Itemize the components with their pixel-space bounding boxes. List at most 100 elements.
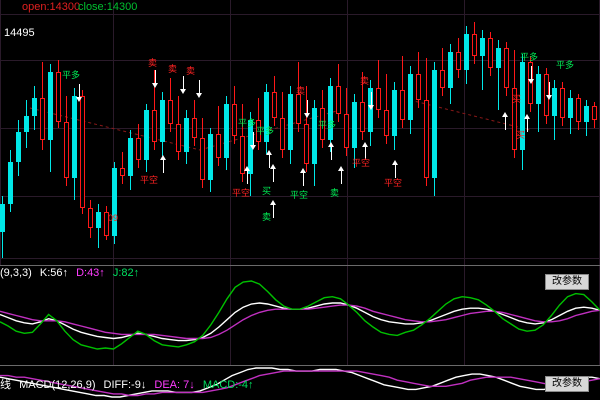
candle-body bbox=[423, 100, 429, 178]
candle-body bbox=[567, 98, 573, 118]
candle-body bbox=[39, 98, 45, 140]
signal-arrow-dn bbox=[546, 82, 553, 100]
candlestick bbox=[455, 0, 461, 265]
trade-signal-label: 买 bbox=[512, 94, 522, 104]
candle-body bbox=[407, 74, 413, 120]
macd-macd-value: MACD:-4↑ bbox=[202, 379, 254, 391]
candle-body bbox=[551, 88, 557, 116]
candlestick bbox=[111, 0, 117, 265]
signal-arrow-up bbox=[160, 155, 167, 173]
candle-body bbox=[279, 118, 285, 150]
candlestick bbox=[359, 0, 365, 265]
candlestick bbox=[351, 0, 357, 265]
candle-body bbox=[335, 86, 341, 114]
candle-body bbox=[271, 92, 277, 118]
candlestick bbox=[0, 0, 5, 265]
candle-body bbox=[311, 108, 317, 164]
candlestick bbox=[127, 0, 133, 265]
candle-body bbox=[0, 204, 5, 232]
candlestick bbox=[183, 0, 189, 265]
trade-signal-label: 平多 bbox=[62, 70, 81, 80]
candle-body bbox=[327, 86, 333, 140]
candle-body bbox=[143, 110, 149, 160]
candle-body bbox=[55, 72, 61, 122]
candlestick bbox=[215, 0, 221, 265]
macd-dea-value: DEA: 7↓ bbox=[154, 379, 195, 391]
grid-line-h bbox=[0, 14, 600, 15]
candlestick bbox=[143, 0, 149, 265]
candlestick bbox=[287, 0, 293, 265]
candle-body bbox=[263, 92, 269, 142]
trade-signal-label: 卖 bbox=[296, 86, 306, 96]
candlestick bbox=[559, 0, 565, 265]
candlestick bbox=[199, 0, 205, 265]
trade-signal-label: 买 bbox=[262, 186, 272, 196]
kdj-change-params-button[interactable]: 改参数 bbox=[545, 274, 589, 290]
candle-body bbox=[415, 74, 421, 100]
candlestick bbox=[335, 0, 341, 265]
candlestick bbox=[343, 0, 349, 265]
candle-body bbox=[255, 120, 261, 142]
candlestick bbox=[447, 0, 453, 265]
signal-arrow-up bbox=[270, 200, 277, 218]
trade-signal-label: 平空 bbox=[290, 190, 309, 200]
candle-body bbox=[23, 116, 29, 132]
candle-body bbox=[159, 100, 165, 142]
candle-body bbox=[431, 70, 437, 178]
candlestick bbox=[15, 0, 21, 265]
candlestick bbox=[151, 0, 157, 265]
candlestick bbox=[551, 0, 557, 265]
candlestick bbox=[527, 0, 533, 265]
candle-body bbox=[127, 138, 133, 176]
trade-signal-label: 平多 bbox=[256, 126, 275, 136]
candlestick bbox=[431, 0, 437, 265]
candle-body bbox=[583, 106, 589, 122]
candle-body bbox=[223, 104, 229, 158]
candlestick bbox=[583, 0, 589, 265]
signal-arrow-up bbox=[266, 150, 273, 168]
candle-body bbox=[119, 168, 125, 176]
quote-close: close:14300 bbox=[78, 1, 138, 13]
candle-body bbox=[479, 38, 485, 56]
candlestick bbox=[63, 0, 69, 265]
kdj-params: (9,3,3) bbox=[0, 267, 32, 279]
trade-signal-label: 平空 bbox=[384, 178, 403, 188]
signal-arrow-dn bbox=[180, 76, 187, 94]
candlestick bbox=[391, 0, 397, 265]
trade-signal-label: 平空 bbox=[140, 175, 159, 185]
candlestick bbox=[135, 0, 141, 265]
candle-body bbox=[207, 134, 213, 180]
candlestick bbox=[415, 0, 421, 265]
candle-body bbox=[535, 74, 541, 104]
candle-body bbox=[391, 90, 397, 136]
candlestick bbox=[79, 0, 85, 265]
price-panel[interactable]: 平多卖卖平空卖平多 平多 平空买卖平多 平空卖卖卖平空 平空 平多 平多买买 09 bbox=[0, 0, 600, 265]
candlestick bbox=[119, 0, 125, 265]
candlestick bbox=[591, 0, 597, 265]
candlestick bbox=[103, 0, 109, 265]
signal-arrow-up bbox=[502, 112, 509, 130]
candle-body bbox=[383, 110, 389, 136]
candlestick bbox=[575, 0, 581, 265]
grid-line-h bbox=[0, 60, 600, 61]
candlestick bbox=[223, 0, 229, 265]
trade-signal-label: 卖 bbox=[360, 76, 370, 86]
candlestick bbox=[503, 0, 509, 265]
macd-change-params-button[interactable]: 改参数 bbox=[545, 376, 589, 392]
candlestick bbox=[407, 0, 413, 265]
low-price-tag: 09 bbox=[108, 213, 119, 223]
candle-body bbox=[79, 96, 85, 208]
candle-body bbox=[151, 110, 157, 142]
candle-body bbox=[351, 102, 357, 148]
candlestick bbox=[367, 0, 373, 265]
kdj-j-value: J:82↑ bbox=[112, 267, 140, 279]
candle-body bbox=[295, 94, 301, 124]
trade-signal-label: 平多 bbox=[318, 120, 337, 130]
candlestick bbox=[279, 0, 285, 265]
candle-body bbox=[343, 114, 349, 148]
candlestick bbox=[399, 0, 405, 265]
candle-body bbox=[135, 138, 141, 160]
candlestick bbox=[375, 0, 381, 265]
candle-body bbox=[71, 96, 77, 178]
